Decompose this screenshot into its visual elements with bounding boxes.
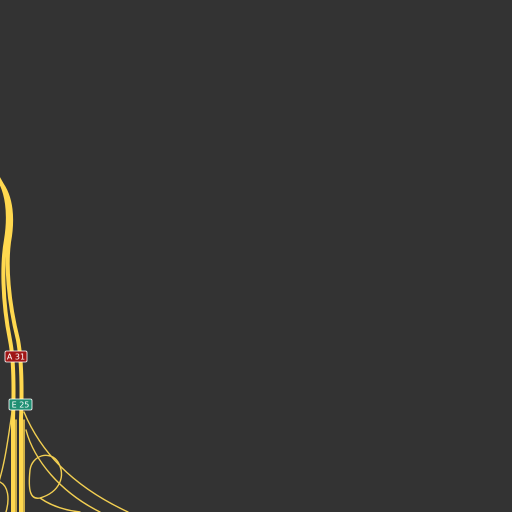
shield-e25-background [8,398,33,411]
motorway-a31[interactable] [0,175,25,512]
shield-a31-label: A 31 [7,353,25,362]
shield-e25[interactable]: E 25 [8,398,33,411]
shield-a31[interactable]: A 31 [4,350,28,363]
shield-a31-background [4,350,28,363]
shield-e25-label: E 25 [12,401,30,410]
junction-ramps[interactable] [0,411,129,512]
ramp-east-inner [25,429,101,512]
motorway-carriageway-west [0,177,16,512]
ramp-west-outer [0,411,13,481]
ramp-west-loop [0,481,9,512]
motorway-carriageway-east [0,180,24,512]
ramp-east-link [39,497,81,512]
